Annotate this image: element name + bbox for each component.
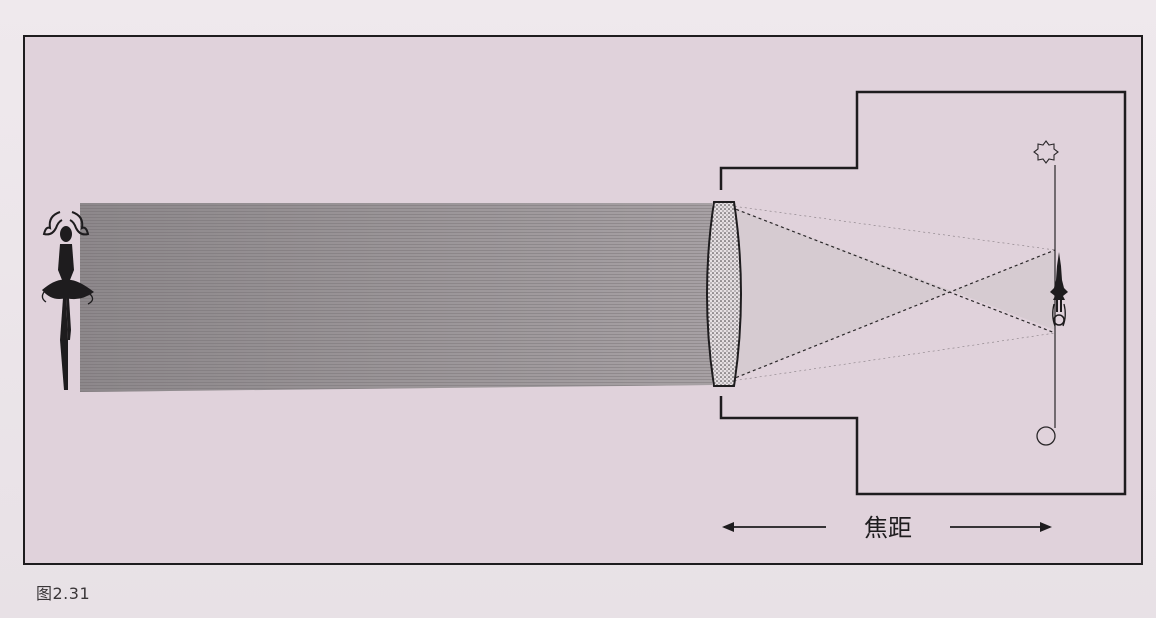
figure-caption: 图2.31 xyxy=(36,584,91,603)
arrow-left-icon xyxy=(722,522,734,532)
gear-top-icon xyxy=(1033,140,1059,164)
focal-length-indicator: 焦距 xyxy=(722,514,1052,542)
light-beam xyxy=(80,203,712,392)
pulley-bottom-icon xyxy=(1036,426,1056,446)
convex-lens xyxy=(706,201,742,387)
camera-body xyxy=(719,90,1127,496)
refracted-rays xyxy=(724,204,1056,383)
arrow-right-icon xyxy=(1040,522,1052,532)
ballerina-figure xyxy=(41,211,94,390)
focal-length-label: 焦距 xyxy=(864,514,912,542)
inverted-ballerina-image xyxy=(1050,252,1068,327)
